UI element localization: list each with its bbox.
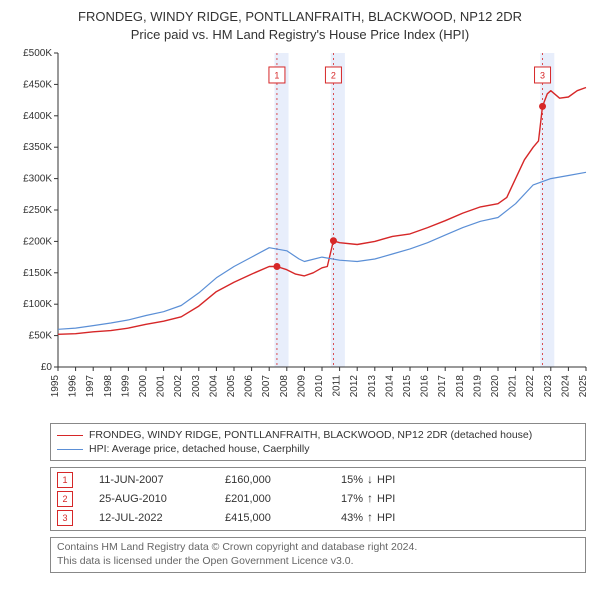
x-tick-label: 2019 bbox=[472, 375, 483, 398]
x-tick-label: 2004 bbox=[208, 375, 219, 398]
x-tick-label: 2002 bbox=[173, 375, 184, 398]
legend-label: HPI: Average price, detached house, Caer… bbox=[89, 442, 309, 456]
x-tick-label: 1997 bbox=[85, 375, 96, 398]
transaction-row: 2 25-AUG-2010 £201,000 17%↑HPI bbox=[57, 491, 579, 507]
y-tick-label: £150K bbox=[23, 268, 52, 279]
x-tick-label: 2017 bbox=[437, 375, 448, 398]
title-line2: Price paid vs. HM Land Registry's House … bbox=[131, 27, 469, 42]
transaction-price: £415,000 bbox=[225, 512, 315, 524]
arrow-up-icon: ↑ bbox=[367, 491, 373, 505]
x-tick-label: 2000 bbox=[138, 375, 149, 398]
legend-row: HPI: Average price, detached house, Caer… bbox=[57, 442, 579, 456]
y-tick-label: £300K bbox=[23, 174, 52, 185]
transaction-number: 1 bbox=[57, 472, 73, 488]
transaction-delta: 17%↑HPI bbox=[341, 492, 395, 506]
transaction-price: £201,000 bbox=[225, 493, 315, 505]
x-tick-label: 2024 bbox=[560, 375, 571, 398]
title-line1: FRONDEG, WINDY RIDGE, PONTLLANFRAITH, BL… bbox=[78, 9, 522, 24]
transaction-delta: 43%↑HPI bbox=[341, 511, 395, 525]
x-tick-label: 2018 bbox=[455, 375, 466, 398]
chart: 1 2 3 £0 £50K £100K £150K £200K £250K £300K £350K £… bbox=[10, 47, 590, 417]
series-dot bbox=[273, 263, 280, 270]
y-tick-label: £50K bbox=[29, 331, 53, 342]
transaction-number: 2 bbox=[57, 491, 73, 507]
marker-number: 2 bbox=[331, 70, 336, 80]
x-tick-label: 2025 bbox=[578, 375, 589, 398]
y-tick-label: £500K bbox=[23, 48, 52, 59]
y-tick-label: £250K bbox=[23, 205, 52, 216]
x-tick-label: 2006 bbox=[244, 375, 255, 398]
transactions-table: 1 11-JUN-2007 £160,000 15%↓HPI 2 25-AUG-2010 £… bbox=[50, 467, 586, 531]
x-tick-label: 2021 bbox=[508, 375, 519, 398]
legend-swatch bbox=[57, 435, 83, 436]
x-tick-label: 2023 bbox=[543, 375, 554, 398]
marker-number: 3 bbox=[540, 70, 545, 80]
legend-row: FRONDEG, WINDY RIDGE, PONTLLANFRAITH, BL… bbox=[57, 428, 579, 442]
transaction-price: £160,000 bbox=[225, 474, 315, 486]
legend-swatch bbox=[57, 449, 83, 450]
x-tick-label: 2014 bbox=[384, 375, 395, 398]
legend-label: FRONDEG, WINDY RIDGE, PONTLLANFRAITH, BL… bbox=[89, 428, 532, 442]
x-tick-label: 2022 bbox=[525, 375, 536, 398]
arrow-up-icon: ↑ bbox=[367, 510, 373, 524]
x-tick-label: 2013 bbox=[367, 375, 378, 398]
x-tick-label: 2015 bbox=[402, 375, 413, 398]
transaction-row: 3 12-JUL-2022 £415,000 43%↑HPI bbox=[57, 510, 579, 526]
y-tick-label: £100K bbox=[23, 299, 52, 310]
x-tick-label: 2016 bbox=[420, 375, 431, 398]
x-tick-label: 2011 bbox=[332, 375, 343, 397]
x-tick-label: 1995 bbox=[50, 375, 61, 398]
series-dot bbox=[539, 103, 546, 110]
x-tick-label: 2001 bbox=[156, 375, 167, 398]
y-tick-label: £200K bbox=[23, 236, 52, 247]
transaction-date: 25-AUG-2010 bbox=[99, 493, 199, 505]
footer: Contains HM Land Registry data © Crown c… bbox=[50, 537, 586, 572]
transaction-number: 3 bbox=[57, 510, 73, 526]
y-tick-label: £450K bbox=[23, 79, 52, 90]
transaction-date: 11-JUN-2007 bbox=[99, 474, 199, 486]
x-tick-label: 2008 bbox=[279, 375, 290, 398]
x-tick-label: 2003 bbox=[191, 375, 202, 398]
x-tick-label: 1996 bbox=[68, 375, 79, 398]
chart-svg: 1 2 3 £0 £50K £100K £150K £200K £250K £300K £350K £… bbox=[10, 47, 590, 417]
x-tick-label: 1999 bbox=[120, 375, 131, 398]
chart-title: FRONDEG, WINDY RIDGE, PONTLLANFRAITH, BL… bbox=[10, 8, 590, 43]
event-band bbox=[331, 53, 345, 367]
y-tick-label: £350K bbox=[23, 142, 52, 153]
transaction-date: 12-JUL-2022 bbox=[99, 512, 199, 524]
x-tick-label: 2010 bbox=[314, 375, 325, 398]
series-dot bbox=[330, 237, 337, 244]
marker-number: 1 bbox=[274, 70, 279, 80]
x-tick-label: 2020 bbox=[490, 375, 501, 398]
x-tick-label: 2007 bbox=[261, 375, 272, 398]
footer-line1: Contains HM Land Registry data © Crown c… bbox=[57, 541, 417, 553]
arrow-down-icon: ↓ bbox=[367, 472, 373, 486]
footer-line2: This data is licensed under the Open Gov… bbox=[57, 555, 354, 567]
transaction-delta: 15%↓HPI bbox=[341, 473, 395, 487]
transaction-row: 1 11-JUN-2007 £160,000 15%↓HPI bbox=[57, 472, 579, 488]
y-tick-label: £400K bbox=[23, 111, 52, 122]
x-tick-label: 2009 bbox=[296, 375, 307, 398]
x-tick-label: 1998 bbox=[103, 375, 114, 398]
y-tick-label: £0 bbox=[41, 362, 53, 373]
x-tick-label: 2012 bbox=[349, 375, 360, 398]
x-tick-label: 2005 bbox=[226, 375, 237, 398]
legend: FRONDEG, WINDY RIDGE, PONTLLANFRAITH, BL… bbox=[50, 423, 586, 461]
